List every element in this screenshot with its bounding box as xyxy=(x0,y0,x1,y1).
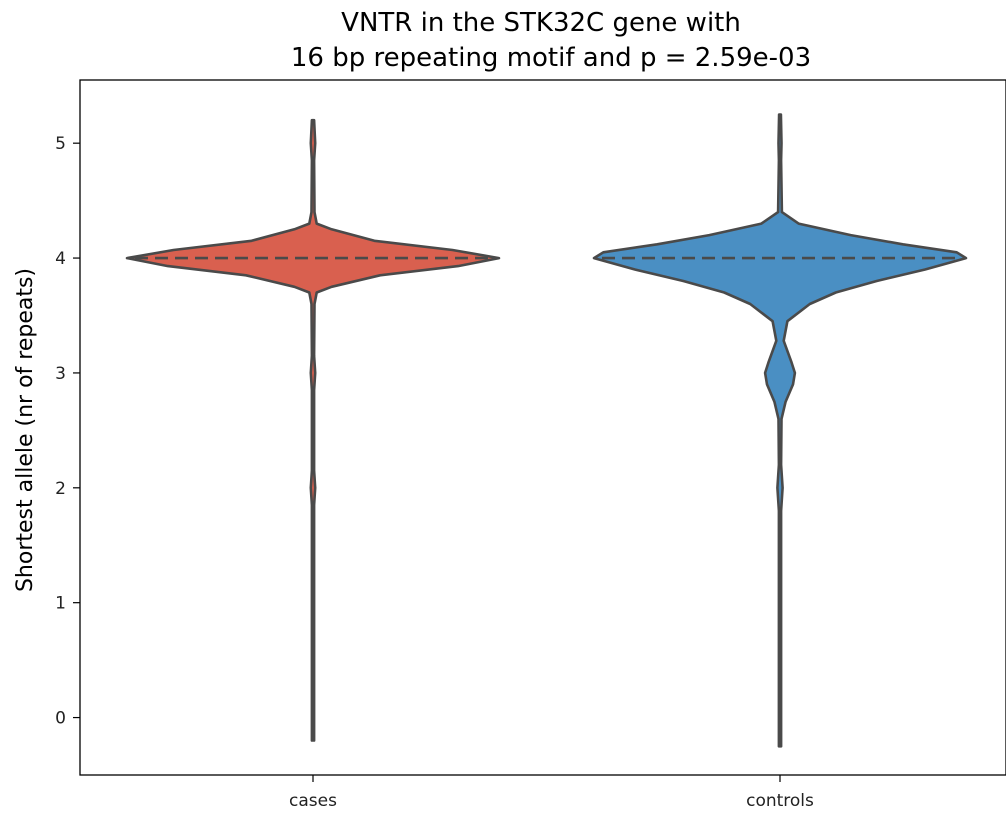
x-tick-label-cases: cases xyxy=(289,791,337,811)
plot-area xyxy=(125,113,968,748)
chart-title-line-1: VNTR in the STK32C gene with xyxy=(341,8,741,38)
violin-cases xyxy=(125,118,501,742)
y-tick-label: 5 xyxy=(55,134,66,154)
plot-frame xyxy=(79,79,1006,776)
y-tick-label: 2 xyxy=(55,479,66,499)
x-tick-label-controls: controls xyxy=(746,791,814,811)
y-axis-label: Shortest allele (nr of repeats) xyxy=(13,268,38,592)
y-tick-label: 0 xyxy=(55,709,66,729)
y-tick-label: 3 xyxy=(55,364,66,384)
y-tick-label: 4 xyxy=(55,249,66,269)
chart-title-line-2: 16 bp repeating motif and p = 2.59e-03 xyxy=(291,43,811,73)
violin-controls xyxy=(592,113,968,748)
y-tick-label: 1 xyxy=(55,594,66,614)
